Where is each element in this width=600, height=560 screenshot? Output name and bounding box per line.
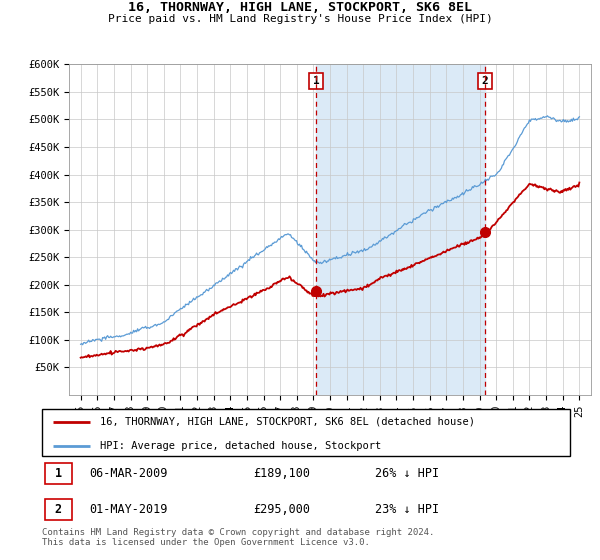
Text: 16, THORNWAY, HIGH LANE, STOCKPORT, SK6 8EL: 16, THORNWAY, HIGH LANE, STOCKPORT, SK6 … xyxy=(128,1,472,14)
Text: 23% ↓ HPI: 23% ↓ HPI xyxy=(374,503,439,516)
Text: £295,000: £295,000 xyxy=(253,503,310,516)
Bar xyxy=(316,64,485,395)
Text: 1: 1 xyxy=(313,76,320,86)
Text: 1: 1 xyxy=(55,467,62,480)
Text: 2: 2 xyxy=(482,76,488,86)
Bar xyxy=(44,499,72,520)
Text: £189,100: £189,100 xyxy=(253,467,310,480)
Text: Contains HM Land Registry data © Crown copyright and database right 2024.
This d: Contains HM Land Registry data © Crown c… xyxy=(42,528,434,547)
Text: 16, THORNWAY, HIGH LANE, STOCKPORT, SK6 8EL (detached house): 16, THORNWAY, HIGH LANE, STOCKPORT, SK6 … xyxy=(100,417,475,427)
Text: 26% ↓ HPI: 26% ↓ HPI xyxy=(374,467,439,480)
Text: 01-MAY-2019: 01-MAY-2019 xyxy=(89,503,168,516)
Text: HPI: Average price, detached house, Stockport: HPI: Average price, detached house, Stoc… xyxy=(100,441,382,451)
Text: 06-MAR-2009: 06-MAR-2009 xyxy=(89,467,168,480)
Text: Price paid vs. HM Land Registry's House Price Index (HPI): Price paid vs. HM Land Registry's House … xyxy=(107,14,493,24)
Bar xyxy=(44,463,72,484)
Text: 2: 2 xyxy=(55,503,62,516)
